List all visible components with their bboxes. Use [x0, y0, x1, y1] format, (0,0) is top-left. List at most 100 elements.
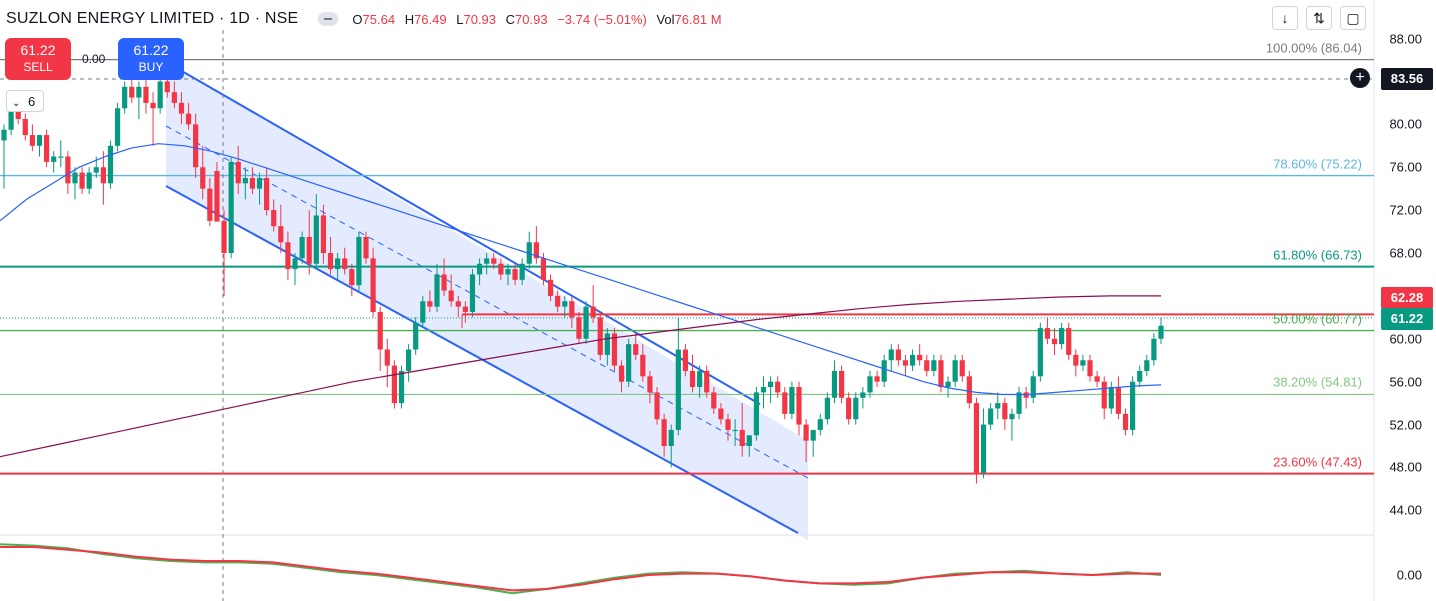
candle-body [739, 429, 745, 447]
sell-price: 61.22 [20, 42, 56, 58]
symbol-title[interactable]: SUZLON ENERGY LIMITED · 1D · NSE [6, 10, 299, 27]
candle-body [420, 301, 426, 323]
candle-body [789, 387, 795, 414]
candle-body [682, 349, 689, 371]
fib-level-label: 50.00% (60.77) [1273, 311, 1362, 327]
fib-level-label: 23.60% (47.43) [1273, 454, 1362, 470]
candle-body [945, 381, 951, 388]
candle-body [242, 177, 248, 184]
candle-body [441, 274, 447, 291]
candle-body [689, 370, 696, 388]
candle-body [995, 403, 1001, 409]
candle-body [271, 210, 277, 227]
candle-body [1115, 387, 1122, 414]
candle-body [391, 365, 397, 404]
candle-body [1122, 413, 1129, 430]
candle-body [924, 360, 930, 371]
candle-body [1101, 381, 1107, 409]
candle-body [114, 108, 121, 146]
price-tick-label: 60.00 [1389, 331, 1422, 347]
candle-body [803, 424, 809, 441]
candle-body [1030, 376, 1036, 398]
candle-body [1037, 328, 1043, 377]
candle-body [413, 322, 419, 350]
candle-body [405, 349, 412, 371]
candle-body [398, 370, 405, 404]
candle-body [256, 177, 263, 189]
close-value: 70.93 [515, 11, 548, 27]
open-label: O [352, 11, 363, 27]
arrow-down-icon[interactable]: ↓ [1272, 6, 1298, 30]
candle-body [817, 419, 823, 430]
channel-upper-line [179, 69, 761, 406]
candle-body [668, 429, 674, 447]
crosshair-price-tag: 83.56 [1381, 68, 1433, 90]
candle-body [178, 102, 185, 114]
candle-body [100, 167, 106, 184]
candle-body [704, 370, 710, 393]
candle-body [107, 145, 114, 184]
candle-body [22, 118, 28, 136]
candle-body [768, 381, 774, 388]
candle-body [824, 397, 830, 420]
candle-body [65, 156, 71, 184]
price-tick-label: 88.00 [1389, 31, 1422, 47]
candle-body [8, 108, 14, 130]
candle-body [874, 376, 880, 382]
candle-body [1080, 360, 1086, 366]
candle-body [746, 435, 752, 447]
candle-body [505, 269, 511, 275]
candle-body [306, 236, 312, 264]
visibility-toggle-icon[interactable] [318, 12, 339, 26]
buy-price: 61.22 [133, 42, 169, 58]
candle-body [831, 370, 838, 398]
sma-short-line [0, 143, 1162, 396]
candle-body [342, 258, 348, 270]
candle-body [838, 370, 845, 398]
candle-body [462, 306, 468, 312]
collapse-icon[interactable]: ⇅ [1306, 6, 1332, 30]
add-alert-icon[interactable]: + [1350, 68, 1370, 88]
low-value: 70.93 [463, 11, 497, 27]
candle-body [611, 333, 618, 366]
high-value: 76.49 [414, 11, 447, 27]
candle-body [917, 354, 923, 361]
candle-body [775, 381, 781, 393]
price-tick-label: 44.00 [1389, 502, 1422, 518]
indicators-toggle[interactable]: ⌄ 6 [6, 90, 44, 112]
candle-body [349, 269, 355, 286]
candle-body [583, 306, 589, 339]
candle-body [640, 354, 646, 377]
buy-label: BUY [138, 60, 164, 74]
candle-body [888, 349, 894, 361]
fullscreen-icon[interactable]: ▢ [1340, 6, 1366, 30]
candle-body [498, 263, 504, 275]
buy-button[interactable]: 61.22 BUY [118, 38, 184, 80]
indicators-count: 6 [28, 94, 36, 109]
candle-body [278, 226, 284, 243]
candle-body [1151, 338, 1157, 361]
candle-body [547, 279, 554, 296]
candle-body [136, 86, 142, 98]
last-price-tag: 61.22 [1381, 308, 1433, 330]
candle-body [491, 258, 497, 264]
candle-body [647, 376, 653, 393]
candle-body [484, 258, 490, 264]
candle-body [576, 317, 582, 339]
candle-body [675, 349, 681, 430]
price-tick-label: 52.00 [1389, 417, 1422, 433]
sma-long-line [0, 295, 1161, 458]
spread-value: 0.00 [82, 52, 106, 66]
candle-body [562, 301, 568, 307]
candle-body [590, 306, 596, 318]
candle-body [356, 236, 362, 286]
candle-body [455, 301, 461, 307]
sell-button[interactable]: 61.22 SELL [5, 38, 71, 80]
candle-body [1059, 328, 1065, 345]
fib-level-label: 78.60% (75.22) [1273, 156, 1362, 172]
sell-label: SELL [23, 60, 53, 74]
fib-level-label: 100.00% (86.04) [1265, 40, 1362, 56]
candle-body [860, 392, 866, 398]
candle-body [285, 242, 291, 270]
